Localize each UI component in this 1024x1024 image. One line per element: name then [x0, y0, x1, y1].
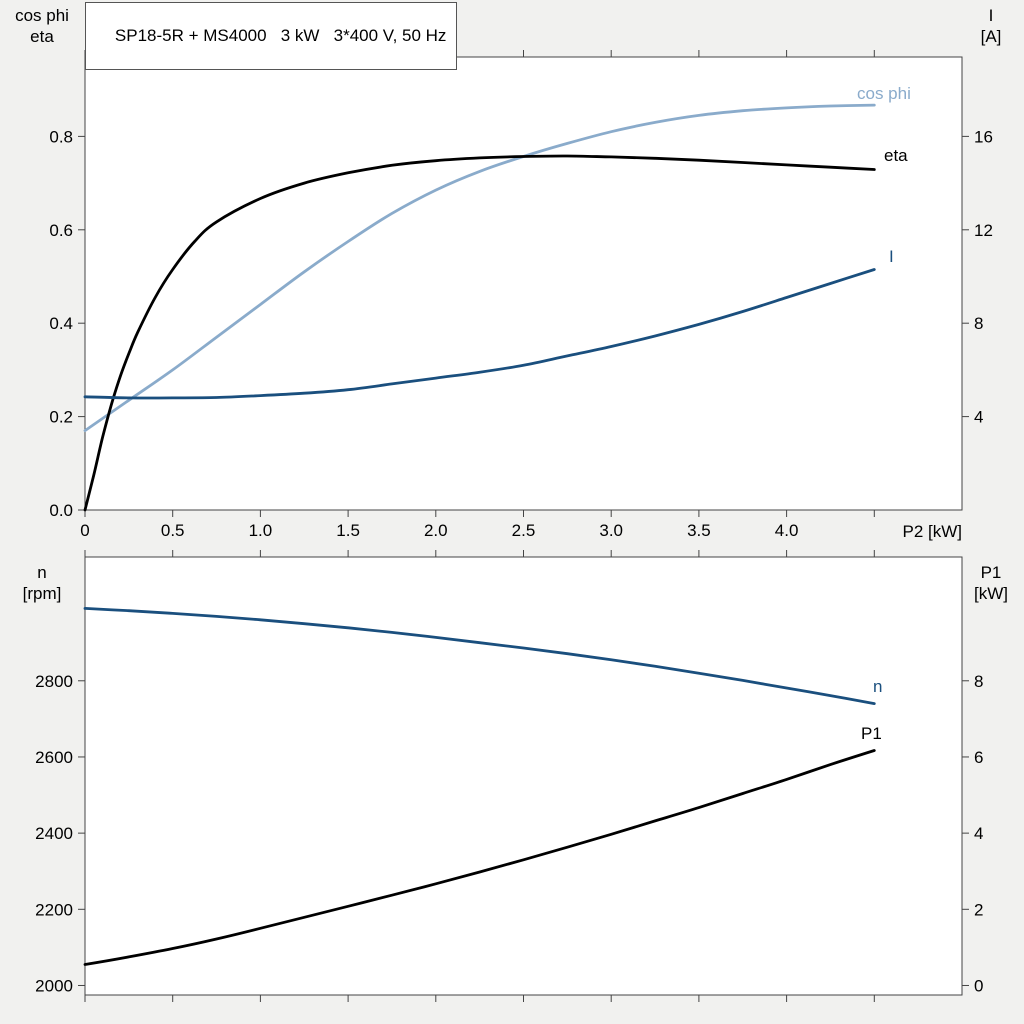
plot-area-1 [84, 556, 963, 996]
curve-label-cos-phi: cos phi [857, 84, 911, 103]
x-tick-label: 3.5 [687, 521, 711, 540]
axis-title-current: I [988, 6, 994, 25]
series-i [83, 268, 876, 400]
axis-title-speed-unit: [rpm] [22, 584, 62, 604]
right_axis-tick-label: 8 [974, 314, 983, 333]
axis-title-p1: P1 [980, 563, 1002, 582]
plot-area-0 [84, 56, 963, 511]
right_axis-tick-label: 4 [974, 824, 983, 843]
right_axis-tick-label: 2 [974, 900, 983, 919]
x-tick-label: 1.0 [249, 521, 273, 540]
axis-title-eta: eta [30, 27, 54, 47]
left_axis-tick-label: 0.0 [49, 501, 73, 520]
x-tick-label: 1.5 [336, 521, 360, 540]
left_axis-tick-label: 2200 [35, 900, 73, 919]
left_axis-tick-label: 2600 [35, 748, 73, 767]
left_axis-tick-label: 2400 [35, 824, 73, 843]
left_axis-tick-label: 0.6 [49, 221, 73, 240]
x-tick-label: 3.0 [599, 521, 623, 540]
curve-label-current: I [889, 247, 894, 266]
curve-label-input-power: P1 [861, 724, 882, 743]
right_axis-tick-label: 6 [974, 748, 983, 767]
left_axis-tick-label: 2800 [35, 672, 73, 691]
left_axis-tick-label: 2000 [35, 976, 73, 995]
x-tick-label: 2.0 [424, 521, 448, 540]
axis-title-cos-phi: cos phi [15, 6, 69, 25]
series-eta [83, 154, 876, 512]
right_axis-tick-label: 8 [974, 672, 983, 691]
series-cos-phi [83, 103, 876, 432]
left_axis-tick-label: 0.8 [49, 127, 73, 146]
x-tick-label: 4.0 [775, 521, 799, 540]
left_axis-tick-label: 0.4 [49, 314, 73, 333]
top-left-axis-title: cos phi eta [2, 5, 82, 48]
axis-title-current-unit: [A] [980, 27, 1002, 47]
right_axis-tick-label: 0 [974, 976, 983, 995]
curve-label-speed: n [873, 677, 883, 696]
axis-title-p1-unit: [kW] [974, 584, 1008, 604]
right_axis-tick-label: 4 [974, 408, 983, 427]
chart-title-box: SP18-5R + MS4000 3 kW 3*400 V, 50 Hz [85, 2, 458, 70]
bottom-right-axis-title: P1 [kW] [960, 562, 1022, 605]
top-right-axis-title: I [A] [962, 5, 1020, 48]
x-tick-label: 0 [80, 521, 89, 540]
right_axis-tick-label: 16 [974, 127, 993, 146]
right_axis-tick-label: 12 [974, 221, 993, 240]
x-tick-label: 2.5 [512, 521, 536, 540]
x-tick-label: 0.5 [161, 521, 185, 540]
series-n [83, 607, 876, 705]
left_axis-tick-label: 0.2 [49, 408, 73, 427]
axis-title-speed: n [37, 563, 47, 582]
x-axis-title: P2 [kW] [902, 522, 962, 541]
series-p1 [83, 749, 876, 966]
bottom-left-axis-title: n [rpm] [2, 562, 82, 605]
curve-label-eta: eta [884, 146, 908, 165]
chart-title: SP18-5R + MS4000 3 kW 3*400 V, 50 Hz [114, 26, 447, 45]
